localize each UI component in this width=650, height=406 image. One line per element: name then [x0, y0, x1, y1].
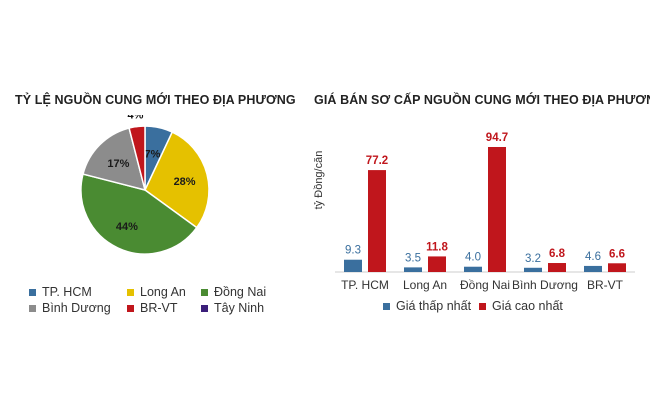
pie-slice: [82, 127, 147, 192]
pie-slice-label: 28%: [174, 176, 196, 188]
bar-value-label: 6.6: [609, 248, 625, 260]
category-label: Bình Dương: [512, 278, 578, 292]
bar: [404, 267, 422, 272]
pie-legend-item: Tây Ninh: [201, 301, 264, 315]
category-label: Đồng Nai: [460, 278, 510, 292]
legend-label: BR-VT: [140, 301, 178, 315]
pie-legend-item: Bình Dương: [29, 301, 111, 315]
bar-value-label: 77.2: [366, 155, 388, 167]
pie-slice: [80, 173, 198, 255]
pie-slice-label: 4%: [128, 115, 144, 122]
pie-slice-label: 17%: [107, 158, 129, 170]
bar-value-label: 94.7: [486, 132, 508, 144]
bar: [548, 263, 566, 272]
legend-label: Giá thấp nhất: [396, 299, 472, 313]
bar-value-label: 3.2: [525, 253, 541, 265]
y-axis-label: tỷ Đồng/căn: [313, 150, 325, 210]
legend-swatch: [29, 304, 36, 312]
legend-label: Đồng Nai: [214, 285, 267, 299]
legend-label: Long An: [140, 285, 186, 299]
pie-chart: 7% 28% 44% 17% 4%: [80, 115, 210, 255]
legend-label: Tây Ninh: [214, 301, 265, 315]
legend-swatch: [201, 304, 208, 312]
bar-value-label: 6.8: [549, 248, 566, 260]
pie-slice: [128, 125, 146, 191]
bar-value-label: 4.0: [465, 252, 481, 264]
pie-legend-item: BR-VT: [127, 301, 178, 315]
pie-slice-label: 44%: [116, 221, 138, 233]
bar: [344, 259, 362, 272]
category-label: TP. HCM: [341, 278, 389, 292]
category-label: BR-VT: [587, 278, 624, 292]
legend-swatch: [479, 302, 486, 310]
bar-value-label: 9.3: [345, 245, 361, 257]
bar-value-label: 4.6: [585, 251, 601, 263]
pie-legend-item: TP. HCM: [29, 285, 92, 299]
bar-value-label: 11.8: [426, 241, 448, 253]
pie-chart-title: TỶ LỆ NGUỒN CUNG MỚI THEO ĐỊA PHƯƠNG: [15, 93, 296, 107]
bar: [464, 266, 482, 272]
legend-swatch: [383, 302, 390, 310]
bar-chart-title: GIÁ BÁN SƠ CẤP NGUỒN CUNG MỚI THEO ĐỊA P…: [314, 93, 650, 107]
bar: [488, 146, 506, 272]
bar-chart: 9.3 77.2 TP. HCM 3.5 11.8 Long An 4.0 94.7 Đồng …: [335, 132, 635, 292]
category-label: Long An: [403, 278, 447, 292]
pie-legend-item: Đồng Nai: [201, 285, 266, 299]
pie-slice: [144, 131, 210, 229]
legend-swatch: [127, 304, 134, 312]
bar-value-label: 3.5: [405, 252, 421, 264]
bar-legend-item: Giá cao nhất: [479, 299, 563, 313]
legend-swatch: [29, 288, 36, 296]
legend-swatch: [201, 288, 208, 296]
bar: [428, 256, 446, 272]
legend-label: TP. HCM: [42, 285, 92, 299]
bar: [524, 267, 542, 272]
legend-swatch: [127, 288, 134, 296]
bar: [584, 265, 602, 272]
pie-slice-label: 7%: [145, 148, 161, 160]
bar: [608, 263, 626, 272]
pie-legend-item: Long An: [127, 285, 186, 299]
legend-label: Bình Dương: [42, 301, 111, 315]
bar: [368, 170, 386, 272]
bar-legend-item: Giá thấp nhất: [383, 299, 471, 313]
legend-label: Giá cao nhất: [492, 299, 563, 313]
